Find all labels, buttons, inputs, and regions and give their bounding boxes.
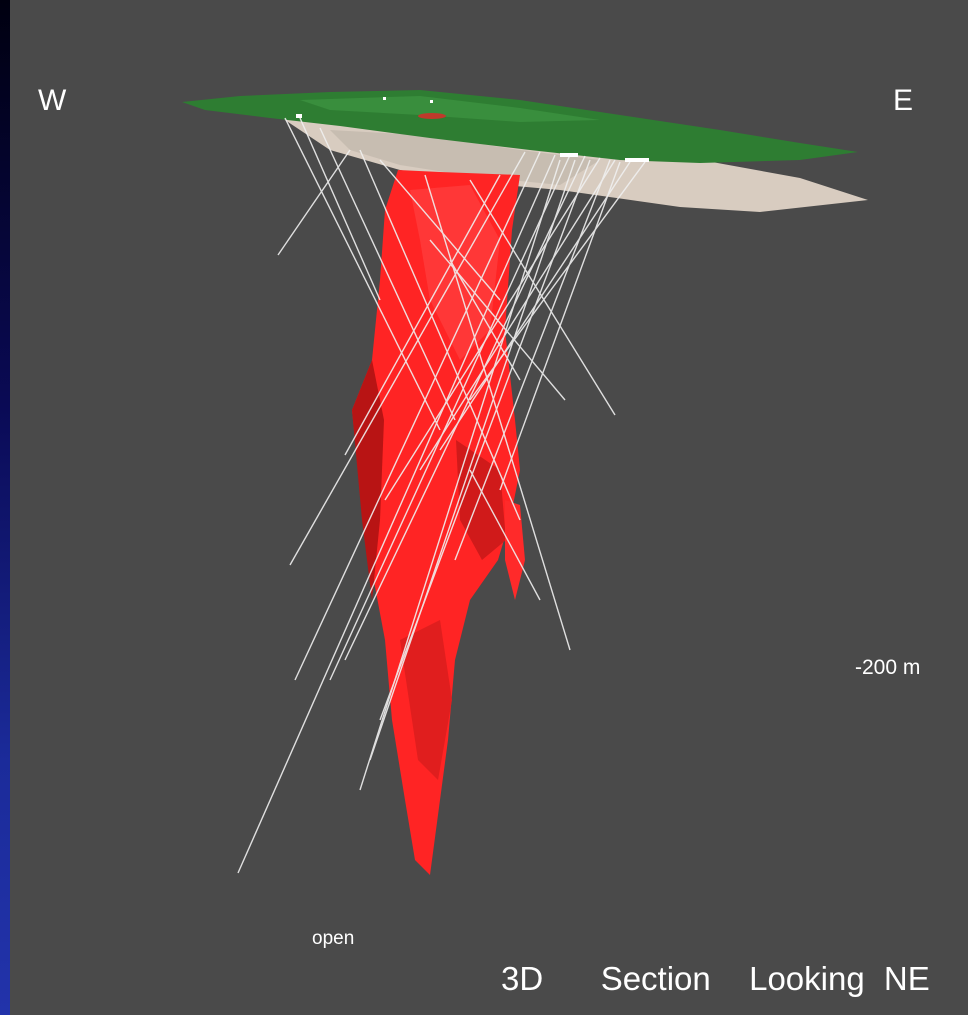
drillhole	[469, 161, 646, 401]
drillhole	[289, 151, 526, 566]
drillhole	[237, 154, 556, 874]
collar-marker	[625, 158, 649, 162]
drillhole	[319, 127, 456, 421]
west-label: W	[38, 84, 67, 117]
drillhole	[469, 179, 616, 416]
drillhole	[284, 117, 441, 431]
surface-marker	[418, 113, 446, 119]
drillhole	[299, 117, 381, 301]
section-caption: 3D Section Looking NE	[501, 960, 930, 997]
orebody-shade-3	[400, 620, 452, 780]
overburden-shade	[330, 130, 600, 185]
collar-marker	[560, 153, 578, 157]
drillhole	[499, 161, 621, 491]
drillhole	[424, 174, 571, 651]
drillhole	[359, 149, 521, 521]
collars	[296, 97, 649, 162]
drillholes	[237, 117, 646, 874]
drillhole	[449, 259, 521, 381]
collar-marker	[296, 114, 302, 118]
drillhole	[277, 149, 351, 256]
orebody-lobe	[505, 500, 525, 600]
drillhole	[379, 159, 501, 301]
open-label: open	[312, 928, 355, 949]
drillhole	[419, 159, 616, 471]
surface-highlight	[300, 96, 600, 122]
drillhole	[469, 469, 541, 601]
drillhole	[379, 159, 591, 721]
left-border-bar	[0, 0, 10, 1015]
drillhole	[344, 174, 501, 456]
east-label: E	[893, 84, 914, 117]
drillhole	[329, 154, 571, 681]
drillhole	[344, 155, 586, 661]
drillhole	[369, 159, 576, 761]
collar-marker	[430, 100, 433, 103]
drillhole	[454, 159, 611, 561]
orebody-shade-1	[352, 360, 384, 600]
drillhole	[294, 151, 541, 681]
depth-label: -200 m	[855, 656, 921, 679]
drillhole	[384, 157, 601, 501]
collar-marker	[383, 97, 386, 100]
